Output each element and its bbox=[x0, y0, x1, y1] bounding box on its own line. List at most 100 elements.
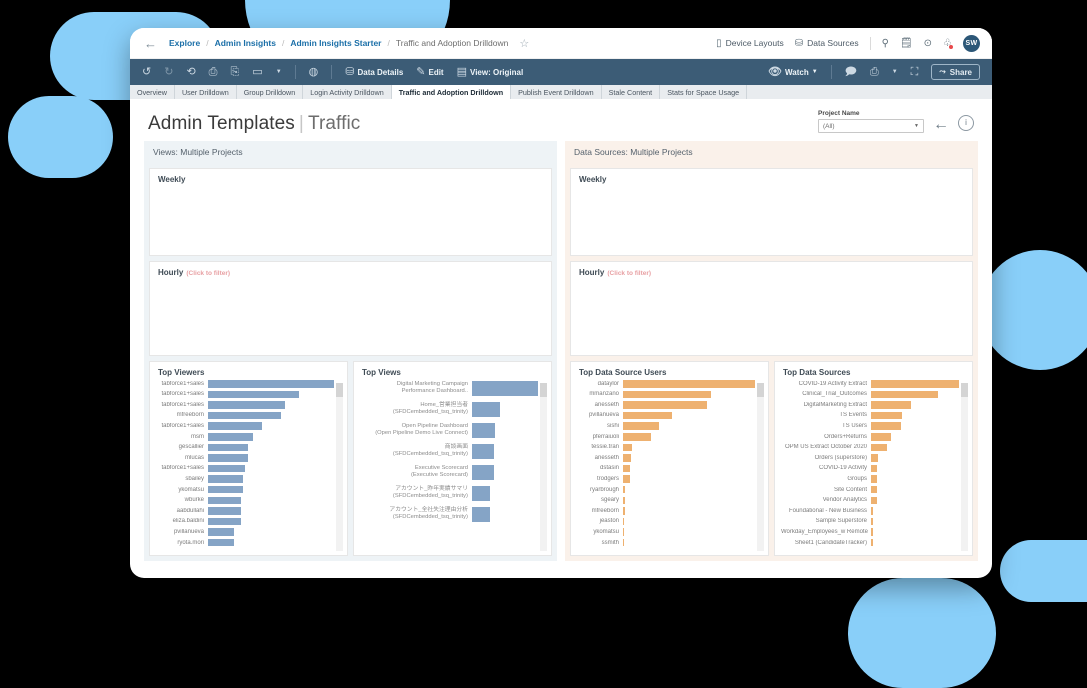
tab-stale-content[interactable]: Stale Content bbox=[602, 85, 661, 99]
tab-traffic-and-adoption-drilldown[interactable]: Traffic and Adoption Drilldown bbox=[391, 85, 512, 99]
top-viewers-list[interactable]: tabforce1+sales tabforce1+sales tabforce1+… bbox=[150, 379, 347, 555]
revert-icon[interactable]: ⟲ bbox=[186, 65, 196, 78]
scrollbar[interactable] bbox=[540, 383, 547, 551]
list-item[interactable]: Orders (superstore) bbox=[781, 453, 959, 463]
device-layouts-button[interactable]: ▯ Device Layouts bbox=[716, 38, 784, 49]
project-name-select[interactable]: (All) ▼ bbox=[818, 119, 924, 133]
bar[interactable] bbox=[623, 390, 712, 399]
list-item[interactable]: COVID-19 Activity bbox=[781, 464, 959, 474]
list-item[interactable]: Executive Scorecard (Executive Scorecard) bbox=[360, 463, 538, 481]
bar[interactable] bbox=[208, 380, 334, 388]
bar[interactable] bbox=[208, 507, 241, 515]
bar[interactable] bbox=[623, 517, 625, 526]
list-item[interactable]: ykomatsu bbox=[577, 527, 755, 537]
list-item[interactable]: Orders+Returns bbox=[781, 432, 959, 442]
bar[interactable] bbox=[208, 411, 282, 420]
list-item[interactable]: msm bbox=[156, 432, 334, 442]
list-item[interactable]: Clinical_Trial_Outcomes bbox=[781, 390, 959, 400]
list-item[interactable]: jeaston bbox=[577, 517, 755, 527]
scrollbar-thumb[interactable] bbox=[336, 383, 343, 397]
tab-group-drilldown[interactable]: Group Drilldown bbox=[237, 85, 304, 99]
bar[interactable] bbox=[871, 380, 959, 388]
bar[interactable] bbox=[623, 496, 625, 505]
list-item[interactable]: tabforce1+sales bbox=[156, 421, 334, 431]
list-item[interactable]: tessie.tran bbox=[577, 443, 755, 453]
list-item[interactable]: アカウント_全社失注理由分析 (SFDCembedded_tsq_trinity) bbox=[360, 505, 538, 523]
bar[interactable] bbox=[472, 464, 494, 480]
bar[interactable] bbox=[208, 485, 244, 494]
bar[interactable] bbox=[208, 443, 249, 452]
bar[interactable] bbox=[871, 454, 879, 462]
bar[interactable] bbox=[623, 528, 625, 536]
list-item[interactable]: アカウント_昨年実績サマリ (SFDCembedded_tsq_trinity) bbox=[360, 484, 538, 502]
bar[interactable] bbox=[871, 475, 878, 483]
bar[interactable] bbox=[472, 401, 500, 417]
undo-icon[interactable]: ↺ bbox=[142, 65, 152, 78]
data-sources-button[interactable]: ⛁ Data Sources bbox=[795, 38, 859, 49]
bar[interactable] bbox=[472, 422, 496, 438]
breadcrumb-item-explore[interactable]: Explore bbox=[169, 38, 201, 48]
breadcrumb-item-admin-insights[interactable]: Admin Insights bbox=[214, 38, 276, 48]
bar[interactable] bbox=[472, 380, 538, 396]
tab-stats-for-space-usage[interactable]: Stats for Space Usage bbox=[660, 85, 748, 99]
watch-button[interactable]: 👁 Watch ▼ bbox=[768, 66, 818, 78]
chevron-down-icon[interactable]: ▼ bbox=[891, 69, 898, 75]
fullscreen-icon[interactable]: ⛶ bbox=[910, 65, 919, 78]
bar[interactable] bbox=[208, 496, 241, 505]
list-item[interactable]: ykomatsu bbox=[156, 485, 334, 495]
bar[interactable] bbox=[208, 422, 263, 430]
bar[interactable] bbox=[208, 528, 235, 536]
bar[interactable] bbox=[472, 485, 490, 501]
list-item[interactable]: Sample Superstore bbox=[781, 517, 959, 527]
scrollbar-thumb[interactable] bbox=[757, 383, 764, 397]
bar[interactable] bbox=[623, 433, 651, 441]
scrollbar[interactable] bbox=[961, 383, 968, 551]
pause-updates-icon[interactable]: ⎘ bbox=[230, 65, 240, 78]
top-views-list[interactable]: Digital Marketing Campaign Performance Da… bbox=[354, 379, 551, 555]
info-circle-icon[interactable]: i bbox=[958, 115, 974, 131]
chevron-down-icon[interactable]: ▼ bbox=[275, 69, 282, 75]
tab-overview[interactable]: Overview bbox=[130, 85, 175, 99]
star-icon[interactable]: ☆ bbox=[519, 37, 530, 50]
list-item[interactable]: Home_営業担当者 (SFDCembedded_tsq_trinity) bbox=[360, 400, 538, 418]
bar[interactable] bbox=[871, 538, 873, 547]
list-item[interactable]: tabforce1+sales bbox=[156, 390, 334, 400]
bar[interactable] bbox=[871, 507, 873, 515]
comment-icon[interactable]: 🗩 bbox=[844, 65, 857, 78]
list-item[interactable]: Site Content bbox=[781, 485, 959, 495]
bar[interactable] bbox=[871, 401, 912, 409]
bar[interactable] bbox=[208, 464, 245, 473]
list-item[interactable]: trodgers bbox=[577, 474, 755, 484]
scrollbar-thumb[interactable] bbox=[540, 383, 547, 397]
list-item[interactable]: tabforce1+sales bbox=[156, 379, 334, 389]
bar[interactable] bbox=[623, 507, 625, 515]
tab-publish-event-drilldown[interactable]: Publish Event Drilldown bbox=[511, 85, 602, 99]
list-item[interactable]: tabforce1+sales bbox=[156, 464, 334, 474]
list-item[interactable]: ssmith bbox=[577, 538, 755, 548]
bar[interactable] bbox=[208, 433, 254, 441]
scrollbar[interactable] bbox=[336, 383, 343, 551]
list-item[interactable]: mfreeborn bbox=[156, 411, 334, 421]
bar[interactable] bbox=[871, 485, 878, 494]
bar[interactable] bbox=[871, 433, 892, 441]
top-data-source-users-list[interactable]: dataylor mmanzano anesseth pvillanueva sishi… bbox=[571, 379, 768, 555]
bar[interactable] bbox=[871, 390, 938, 399]
bar[interactable] bbox=[208, 538, 235, 547]
edit-button[interactable]: ✎ Edit bbox=[416, 66, 443, 78]
list-item[interactable]: tabforce1+sales bbox=[156, 400, 334, 410]
search-icon[interactable]: ⚲ bbox=[881, 37, 889, 49]
list-item[interactable]: mfreeborn bbox=[577, 506, 755, 516]
bar[interactable] bbox=[472, 443, 494, 459]
bar[interactable] bbox=[623, 443, 633, 452]
subscribe-icon[interactable]: ⎙ bbox=[869, 65, 879, 78]
list-item[interactable]: ryota.mori bbox=[156, 538, 334, 548]
bar[interactable] bbox=[871, 443, 887, 452]
list-item[interactable]: Groups bbox=[781, 474, 959, 484]
list-item[interactable]: wburke bbox=[156, 496, 334, 506]
breadcrumb-item-admin-insights-starter[interactable]: Admin Insights Starter bbox=[290, 38, 382, 48]
list-item[interactable]: mmanzano bbox=[577, 390, 755, 400]
refresh-data-icon[interactable]: ⎙ bbox=[208, 65, 218, 78]
list-item[interactable]: DigitalMarketing Extract bbox=[781, 400, 959, 410]
list-item[interactable]: Workday_Employees_w Remote bbox=[781, 527, 959, 537]
scrollbar-thumb[interactable] bbox=[961, 383, 968, 397]
